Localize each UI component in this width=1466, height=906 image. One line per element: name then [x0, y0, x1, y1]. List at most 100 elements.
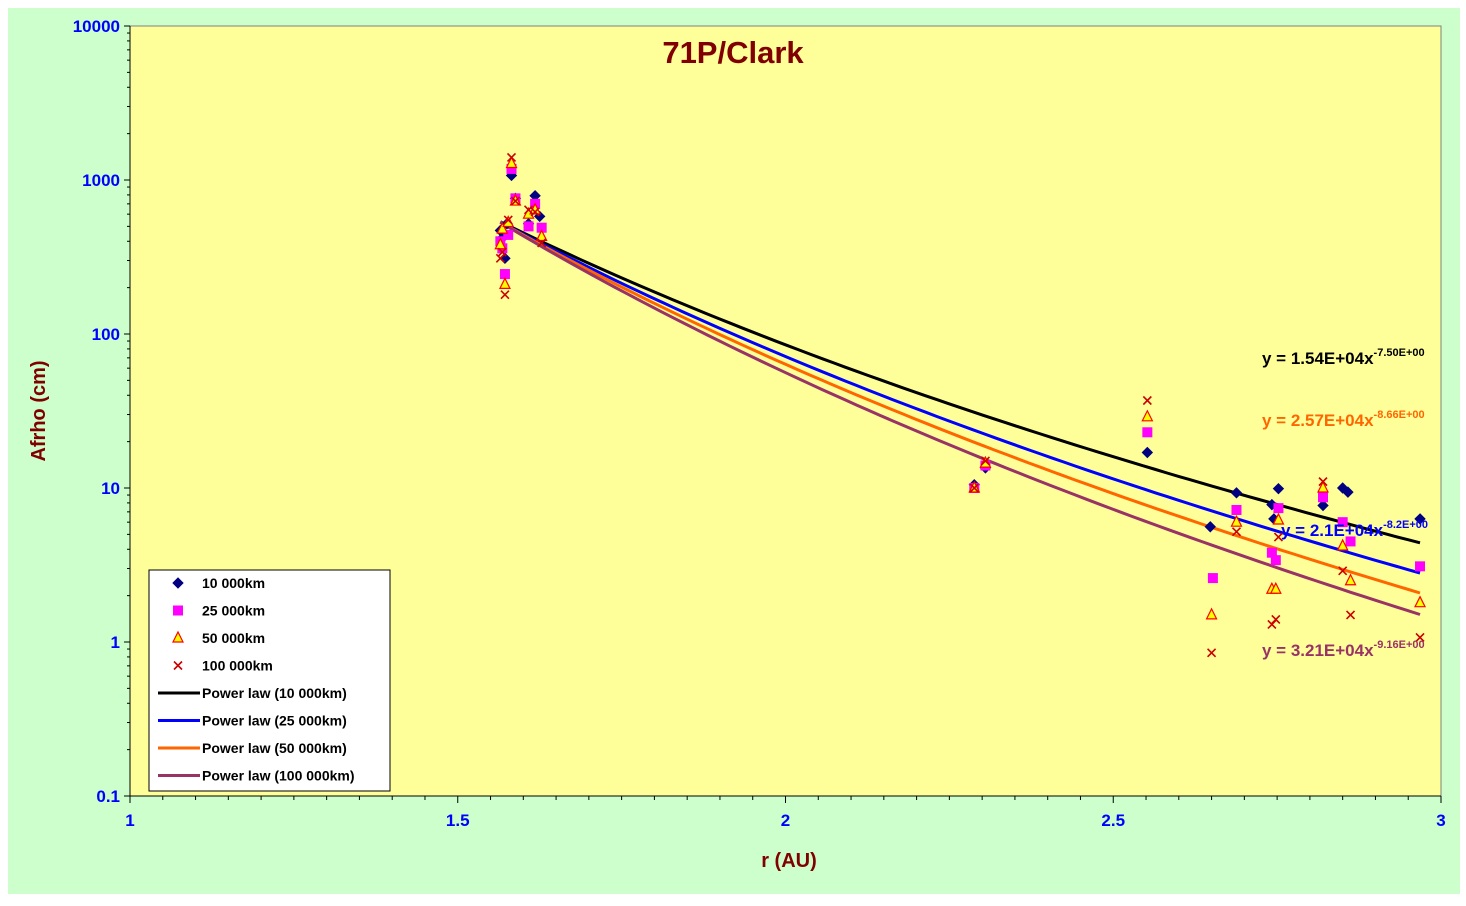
data-point-series-1 [1230, 487, 1243, 499]
data-point-series-3 [1414, 595, 1426, 608]
data-point-series-2 [1270, 555, 1281, 566]
data-point-series-4 [969, 483, 979, 493]
equation-base: y = 3.21E+04x [1262, 641, 1374, 660]
data-point-series-4 [1415, 632, 1425, 643]
data-point-series-4 [497, 247, 507, 257]
data-point-series-3 [535, 229, 548, 242]
data-point-series-2 [1142, 427, 1153, 438]
data-point-series-3 [1205, 607, 1218, 620]
data-point-series-3 [1336, 538, 1349, 551]
legend-label: Power law (100 000km) [202, 768, 355, 784]
trendline-2 [499, 220, 1421, 575]
data-point-series-4 [1345, 610, 1356, 620]
data-point-series-3 [498, 277, 511, 289]
data-point-series-4 [495, 253, 505, 263]
data-points-layer [494, 152, 1426, 658]
y-tick-label: 100 [92, 325, 120, 344]
y-tick-label: 0.1 [96, 787, 120, 806]
data-point-series-2 [1337, 517, 1348, 528]
data-point-series-2 [1273, 503, 1284, 514]
legend-label: Power law (50 000km) [202, 740, 347, 756]
data-point-series-2 [523, 221, 534, 232]
legend-label: 50 000km [202, 630, 265, 646]
y-tick-label: 10000 [73, 17, 120, 36]
legend-marker-4 [173, 660, 183, 671]
data-point-series-3 [1141, 409, 1154, 422]
data-point-series-3 [1317, 480, 1329, 493]
data-point-series-1 [1272, 482, 1285, 495]
data-point-series-4 [1207, 648, 1217, 658]
data-point-series-3 [1344, 573, 1357, 586]
data-point-series-2 [1318, 492, 1329, 503]
data-point-series-2 [1415, 561, 1426, 572]
y-tick-label: 10 [101, 479, 120, 498]
legend-label: Power law (10 000km) [202, 685, 347, 701]
axes-layer: 0.1 1 10 100 1000 10000 1 1.5 2 2.5 3 [73, 17, 1446, 830]
equation-exponent: -7.50E+00 [1374, 347, 1425, 359]
legend-box [148, 569, 391, 792]
data-point-series-4 [1271, 614, 1281, 625]
data-point-series-1 [1141, 446, 1154, 459]
equation-base: y = 2.57E+04x [1262, 411, 1374, 430]
x-axis-label: r (AU) [761, 850, 817, 872]
data-point-series-3 [496, 221, 509, 234]
data-point-series-1 [1342, 486, 1354, 498]
legend-label: 100 000km [202, 658, 273, 674]
legend-entries: 10 000km 25 000km 50 000km 100 000km Power l… [158, 575, 355, 784]
data-point-series-2 [1345, 536, 1356, 547]
equation-base: y = 1.54E+04x [1262, 349, 1374, 368]
data-point-series-4 [523, 205, 534, 215]
equation-exponent: -9.16E+00 [1374, 639, 1425, 651]
data-point-series-4 [510, 196, 520, 206]
data-point-series-2 [506, 163, 517, 174]
y-axis-label: Afrho (cm) [28, 360, 50, 461]
data-point-series-2 [503, 229, 514, 240]
chart-title: 71P/Clark [662, 35, 804, 70]
x-tick-label: 3 [1436, 811, 1445, 830]
trendline-equation-3: y = 2.57E+04x-8.66E+00 [1262, 409, 1425, 430]
legend-label: Power law (25 000km) [202, 713, 347, 729]
legend-marker-2 [173, 605, 183, 616]
legend-marker-3 [172, 630, 184, 643]
x-tick-label: 1 [125, 811, 134, 830]
data-point-series-2 [1266, 547, 1277, 558]
data-point-series-1 [1317, 499, 1329, 512]
y-tick-label: 1 [111, 633, 120, 652]
legend-label: 10 000km [202, 575, 265, 591]
data-point-series-3 [494, 237, 507, 250]
data-point-series-3 [505, 156, 518, 169]
data-point-series-1 [1204, 521, 1216, 533]
y-tick-label: 1000 [82, 171, 120, 190]
data-point-series-4 [1142, 395, 1152, 406]
equation-exponent: -8.2E+00 [1383, 519, 1428, 531]
data-point-series-4 [506, 152, 517, 163]
data-point-series-4 [1318, 477, 1328, 487]
data-point-series-2 [1231, 504, 1242, 515]
x-tick-label: 2 [781, 811, 790, 830]
data-point-series-1 [1414, 513, 1426, 525]
x-tick-label: 1.5 [446, 811, 470, 830]
legend-label: 25 000km [202, 603, 265, 619]
data-point-series-4 [530, 207, 540, 217]
equation-base: y = 2.1E+04x [1281, 521, 1384, 540]
data-point-series-3 [1272, 512, 1285, 525]
trendline-4 [499, 221, 1421, 616]
data-point-series-4 [1273, 532, 1284, 542]
data-point-series-3 [979, 455, 992, 468]
trendline-equation-2: y = 2.1E+04x-8.2E+00 [1281, 519, 1428, 540]
data-point-series-4 [503, 215, 513, 225]
equation-exponent: -8.66E+00 [1374, 409, 1425, 421]
data-point-series-4 [1231, 527, 1242, 537]
trendline-3 [499, 220, 1421, 595]
data-point-series-4 [537, 238, 547, 248]
trendlines-layer [499, 220, 1421, 616]
data-point-series-3 [1269, 581, 1282, 594]
legend: 10 000km 25 000km 50 000km 100 000km Power l… [148, 569, 391, 792]
data-point-series-2 [536, 222, 547, 233]
data-point-series-4 [980, 456, 990, 466]
trendline-1 [499, 220, 1421, 545]
data-point-series-4 [1338, 566, 1348, 576]
data-point-series-2 [1207, 573, 1218, 584]
